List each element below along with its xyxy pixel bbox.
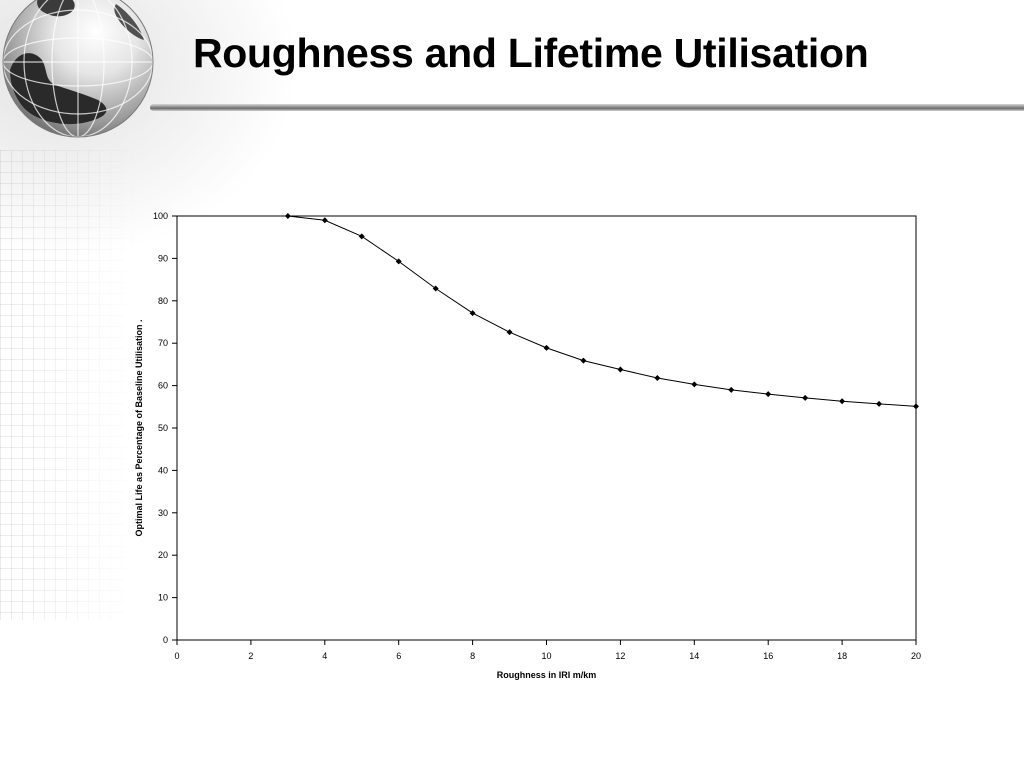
globe-icon	[2, 0, 154, 138]
x-tick-label: 14	[689, 651, 699, 661]
data-point-marker	[543, 344, 550, 351]
x-tick-label: 20	[911, 651, 921, 661]
data-point-marker	[432, 285, 439, 292]
y-tick-label: 10	[158, 593, 168, 603]
y-tick-label: 70	[158, 338, 168, 348]
y-tick-label: 50	[158, 423, 168, 433]
y-axis-title: Optimal Life as Percentage of Baseline U…	[134, 319, 144, 536]
x-tick-label: 12	[615, 651, 625, 661]
y-tick-label: 0	[163, 635, 168, 645]
x-tick-label: 16	[763, 651, 773, 661]
data-point-marker	[654, 374, 661, 381]
title-divider	[150, 104, 1024, 111]
y-tick-label: 60	[158, 381, 168, 391]
x-tick-label: 18	[837, 651, 847, 661]
x-tick-label: 10	[541, 651, 551, 661]
y-tick-label: 20	[158, 550, 168, 560]
x-tick-label: 6	[396, 651, 401, 661]
series-line	[287, 215, 917, 407]
data-point-marker	[876, 400, 883, 407]
data-point-marker	[284, 213, 291, 219]
data-point-marker	[580, 357, 587, 364]
data-point-marker	[617, 366, 624, 373]
y-tick-label: 30	[158, 508, 168, 518]
data-point-marker	[395, 258, 402, 265]
data-point-marker	[506, 329, 513, 336]
x-tick-label: 2	[248, 651, 253, 661]
data-point-marker	[728, 386, 735, 393]
y-tick-label: 90	[158, 253, 168, 263]
y-tick-label: 40	[158, 465, 168, 475]
x-tick-label: 4	[322, 651, 327, 661]
x-axis-title: Roughness in IRI m/km	[497, 670, 597, 680]
background-grid-pattern	[0, 150, 140, 620]
slide-title: Roughness and Lifetime Utilisation	[193, 30, 869, 76]
data-point-marker	[765, 391, 772, 398]
data-point-marker	[321, 217, 328, 224]
data-point-marker	[469, 310, 476, 317]
data-point-marker	[839, 398, 846, 405]
y-tick-label: 100	[153, 211, 168, 221]
y-tick-label: 80	[158, 296, 168, 306]
plot-area	[176, 215, 917, 641]
x-tick-label: 8	[470, 651, 475, 661]
data-point-marker	[691, 381, 698, 388]
data-point-marker	[913, 403, 919, 410]
data-point-marker	[802, 394, 809, 401]
x-tick-label: 0	[174, 651, 179, 661]
data-point-marker	[358, 233, 365, 240]
